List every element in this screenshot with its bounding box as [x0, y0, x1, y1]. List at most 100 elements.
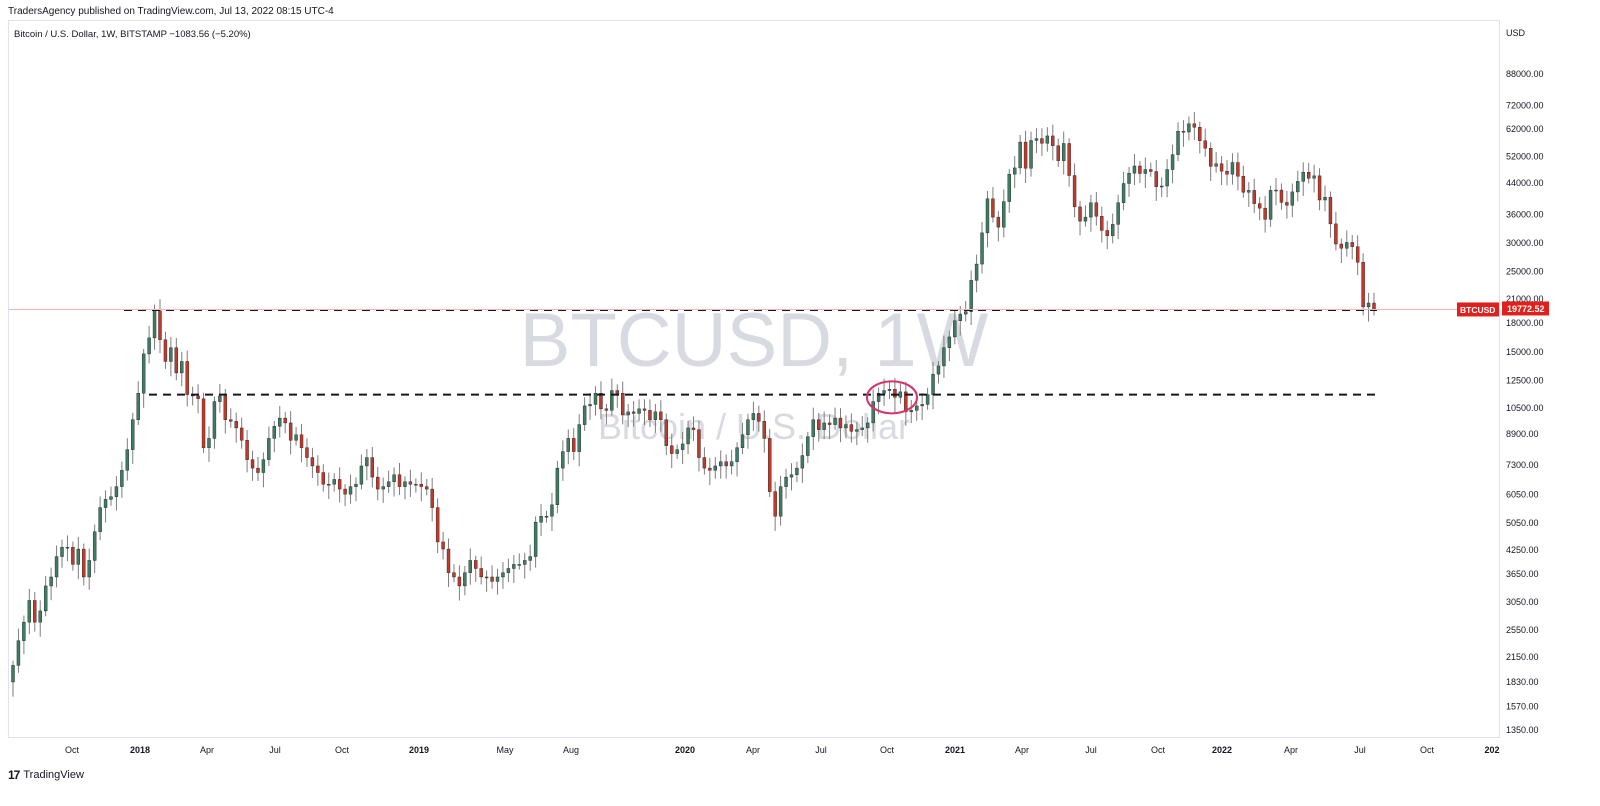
candle-body — [185, 361, 189, 395]
candle-body — [381, 486, 385, 490]
candle — [397, 462, 402, 496]
candle — [1317, 168, 1322, 211]
price-tick-label: 36000.00 — [1506, 209, 1544, 219]
candle — [582, 397, 587, 431]
candle — [1127, 166, 1131, 197]
candle-body — [1127, 172, 1131, 184]
candle-body — [855, 429, 859, 432]
time-tick-label: Aug — [563, 745, 579, 755]
candle-body — [158, 310, 162, 340]
candle-body — [43, 585, 48, 612]
candle-body — [1149, 169, 1153, 172]
candle — [653, 403, 658, 434]
footer-brand[interactable]: 17 TradingView — [8, 768, 84, 782]
candle — [838, 408, 843, 443]
candle-body — [1072, 175, 1077, 208]
candle — [316, 455, 320, 486]
candle — [196, 384, 200, 414]
candle — [1002, 189, 1006, 238]
candle — [735, 442, 739, 477]
candle-body — [593, 393, 598, 405]
candle — [479, 556, 483, 585]
candle — [1083, 205, 1088, 227]
candle — [566, 429, 570, 465]
candle — [936, 361, 941, 384]
candle-body — [397, 474, 402, 487]
candle-body — [599, 393, 603, 410]
candle — [523, 552, 527, 579]
price-tick-label: 1350.00 — [1506, 725, 1539, 735]
candle-body — [947, 336, 952, 348]
candle — [789, 463, 794, 491]
candle — [16, 628, 21, 673]
candle-body — [103, 499, 108, 508]
candle-body — [1067, 143, 1071, 176]
candle-body — [784, 476, 788, 487]
candle — [174, 338, 179, 381]
candle-body — [610, 390, 614, 411]
candle — [1089, 194, 1093, 232]
time-tick-label: Jul — [1085, 745, 1097, 755]
candle — [327, 472, 331, 499]
candle — [588, 393, 592, 420]
price-tick-label: 88000.00 — [1506, 69, 1544, 79]
candle-body — [653, 411, 658, 420]
candle-body — [16, 640, 21, 666]
price-tick-label: 21000.00 — [1506, 294, 1544, 304]
time-tick-label: Oct — [1151, 745, 1166, 755]
candle-body — [207, 438, 211, 448]
candle-body — [169, 347, 173, 362]
candle-body — [1045, 135, 1050, 144]
candle — [120, 461, 124, 498]
candle — [1345, 230, 1349, 257]
candle — [1154, 160, 1158, 202]
candle — [778, 475, 783, 526]
candle-body — [506, 568, 511, 573]
candle — [871, 389, 875, 432]
candle — [1176, 122, 1180, 162]
time-tick-label: Jul — [269, 745, 281, 755]
candle — [1241, 165, 1246, 198]
candle-body — [1230, 162, 1235, 175]
price-tick-label: 3650.00 — [1506, 569, 1539, 579]
candle — [909, 399, 913, 424]
price-tick-label: 1570.00 — [1506, 701, 1539, 711]
candle-body — [1312, 175, 1316, 179]
candle-body — [1121, 183, 1126, 203]
candle-body — [343, 488, 347, 495]
candle — [920, 392, 924, 421]
candle — [474, 555, 478, 582]
time-scale[interactable]: Oct 2018 Apr Jul Oct 2019 May Aug 2020 Apr Jul Oct 2… — [8, 738, 1500, 762]
candle-body — [495, 576, 500, 582]
candle-body — [1345, 242, 1349, 249]
candle — [1018, 134, 1022, 175]
candle-body — [174, 347, 179, 374]
candle-body — [936, 365, 941, 375]
candle-body — [1159, 185, 1164, 188]
candle-body — [1247, 190, 1251, 193]
candle — [343, 484, 347, 507]
candle-body — [1323, 197, 1327, 201]
candle-body — [490, 576, 494, 582]
candle — [234, 412, 238, 443]
candle-body — [942, 347, 946, 367]
candle — [60, 539, 64, 568]
candle — [1285, 190, 1289, 219]
candle — [1061, 131, 1066, 175]
candle-body — [1012, 167, 1017, 175]
candle-body — [817, 419, 821, 430]
candle — [691, 416, 696, 441]
candle-body — [1132, 165, 1137, 174]
candle — [1219, 156, 1224, 186]
candle — [414, 478, 418, 493]
candle — [43, 576, 48, 617]
price-tick-label: 18000.00 — [1506, 318, 1544, 328]
candle — [1274, 178, 1278, 206]
chart-pane[interactable]: BTCUSD, 1W Bitcoin / U.S. Dollar BTCUSD — [8, 20, 1500, 738]
price-scale[interactable]: USD 88000.00 72000.00 62000.00 52000.00 44000… — [1500, 20, 1600, 738]
candle-body — [811, 419, 815, 437]
candle-body — [827, 422, 832, 425]
candle — [332, 473, 336, 492]
symbol-info: Bitcoin / U.S. Dollar, 1W, BITSTAMP −108… — [14, 29, 251, 40]
